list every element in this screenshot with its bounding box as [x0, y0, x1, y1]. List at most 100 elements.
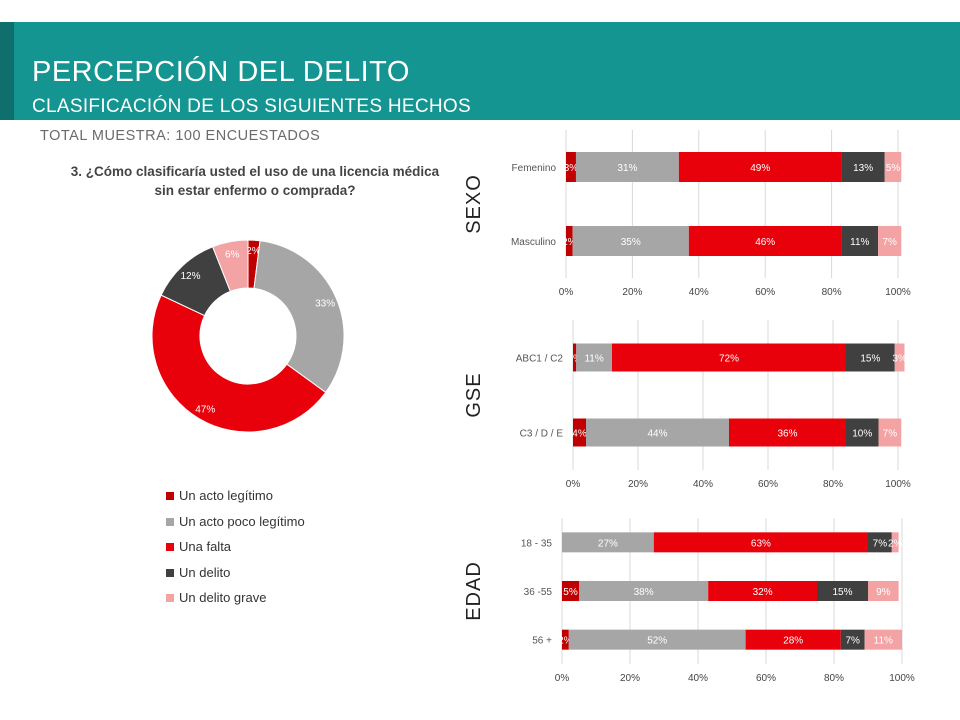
bar-segment [745, 629, 841, 650]
bar-segment [586, 418, 729, 447]
bar-data-label: 4% [572, 429, 587, 440]
bar-segment [562, 629, 569, 650]
x-tick-label: 60% [756, 673, 776, 684]
bar-data-label: 7% [873, 538, 888, 549]
bar-segment [576, 343, 612, 372]
bar-data-label: 52% [647, 636, 667, 647]
bar-segment [678, 152, 842, 182]
legend-swatch [166, 543, 174, 551]
x-tick-label: 20% [620, 673, 640, 684]
x-tick-label: 40% [688, 673, 708, 684]
stacked-bar-chart-gse: GSE 0% 20% 40% 60% 80% 100% ABC1 / C2 1% 11% 72% 15… [463, 320, 911, 490]
header-accent [0, 22, 14, 120]
donut-data-label: 6% [225, 249, 240, 260]
x-tick-label: 40% [689, 287, 709, 298]
bar-data-label: 5% [563, 587, 578, 598]
bar-data-label: 15% [860, 354, 880, 365]
legend-label: Un acto poco legítimo [179, 513, 305, 529]
legend-label: Un acto legítimo [179, 488, 273, 503]
bar-data-label: 28% [783, 636, 803, 647]
bar-data-label: 63% [751, 538, 771, 549]
bar-data-label: 13% [853, 163, 873, 174]
bar-data-label: 11% [850, 237, 869, 248]
bar-data-label: 38% [634, 587, 654, 598]
bar-data-label: 11% [584, 354, 603, 365]
bar-segment [840, 629, 865, 650]
bar-segment [729, 418, 846, 447]
bar-data-label: 7% [845, 636, 860, 647]
bar-data-label: 5% [886, 163, 901, 174]
x-tick-label: 100% [885, 287, 911, 298]
bar-data-label: 46% [755, 237, 775, 248]
bar-segment [817, 581, 868, 601]
bar-segment [841, 152, 885, 182]
donut-slice [253, 240, 345, 394]
page-subtitle: CLASIFICACIÓN DE LOS SIGUIENTES HECHOS [32, 96, 471, 117]
bar-data-label: 3% [564, 163, 579, 174]
group-label: GSE [463, 372, 485, 417]
donut-slice [212, 239, 249, 293]
legend-swatch [166, 594, 174, 602]
legend-label: Un delito grave [179, 590, 267, 605]
legend-label: Una falta [179, 539, 232, 554]
bar-segment [878, 418, 902, 447]
bar-segment [688, 226, 842, 256]
category-label: C3 / D / E [520, 429, 564, 440]
x-tick-label: 20% [622, 287, 642, 298]
x-tick-label: 80% [823, 479, 843, 490]
bar-segment [566, 226, 573, 256]
donut-data-label: 47% [195, 404, 215, 415]
donut-chart: 2% 33% 47% 12% 6% [151, 239, 345, 433]
bar-data-label: 1% [567, 354, 582, 365]
bar-segment [846, 343, 895, 372]
bar-data-label: 2% [562, 237, 577, 248]
bar-data-label: 44% [647, 429, 667, 440]
category-label: 36 -55 [524, 587, 553, 598]
group-label: SEXO [463, 174, 485, 234]
bar-segment [708, 581, 817, 601]
bar-segment [568, 629, 746, 650]
bar-data-label: 32% [753, 587, 773, 598]
bar-segment [868, 532, 892, 553]
bar-segment [566, 152, 576, 182]
legend-label: Un delito [179, 564, 231, 580]
bar-segment [894, 343, 905, 372]
legend-swatch [166, 517, 174, 526]
header-banner: PERCEPCIÓN DEL DELITO CLASIFICACIÓN DE L… [0, 22, 960, 120]
bar-segment [573, 418, 586, 447]
bar-data-label: 11% [874, 636, 893, 647]
category-label: ABC1 / C2 [516, 354, 564, 365]
x-tick-label: 100% [889, 673, 915, 684]
category-label: 18 - 35 [521, 538, 553, 549]
stacked-bar-chart-sexo: SEXO 0% 20% 40% 60% 80% 100% Femenino 3% 31% 49% 13… [463, 130, 911, 298]
donut-data-label: 12% [180, 271, 200, 282]
question-text: 3. ¿Cómo clasificaría usted el uso de un… [70, 164, 440, 198]
category-label: Femenino [512, 163, 557, 174]
bar-data-label: 27% [598, 538, 618, 549]
x-tick-label: 80% [822, 287, 842, 298]
bar-data-label: 10% [852, 429, 872, 440]
bar-segment [878, 226, 902, 256]
bar-segment [575, 152, 679, 182]
bar-segment [612, 343, 846, 372]
bar-segment [884, 152, 902, 182]
bar-segment [562, 581, 579, 601]
sample-label: TOTAL MUESTRA: 100 ENCUESTADOS [40, 128, 321, 144]
bar-segment [846, 418, 879, 447]
donut-slice [151, 294, 327, 433]
bar-segment [572, 226, 689, 256]
x-tick-label: 60% [755, 287, 775, 298]
bar-data-label: 7% [883, 429, 898, 440]
bar-data-label: 2% [888, 538, 903, 549]
bar-data-label: 2% [558, 636, 573, 647]
x-tick-label: 80% [824, 673, 844, 684]
bar-segment [868, 581, 899, 601]
donut-data-label: 33% [315, 299, 335, 310]
legend-swatch [166, 568, 174, 577]
bar-segment [562, 532, 654, 553]
x-tick-label: 40% [693, 479, 713, 490]
category-label: 56 + [532, 636, 552, 647]
bar-data-label: 72% [719, 354, 739, 365]
bar-segment [891, 532, 899, 553]
